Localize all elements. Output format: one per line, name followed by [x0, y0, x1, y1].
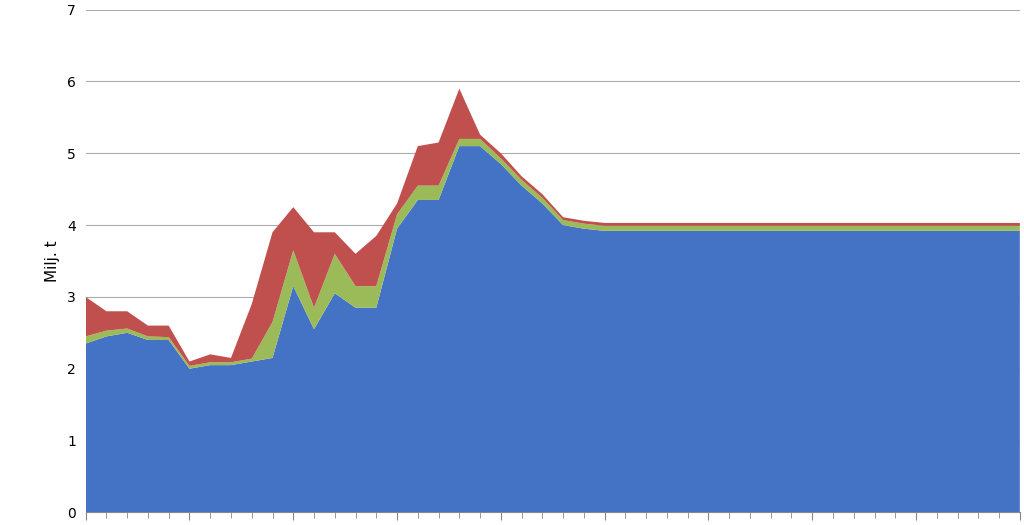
Y-axis label: Milj. t: Milj. t — [45, 240, 60, 282]
